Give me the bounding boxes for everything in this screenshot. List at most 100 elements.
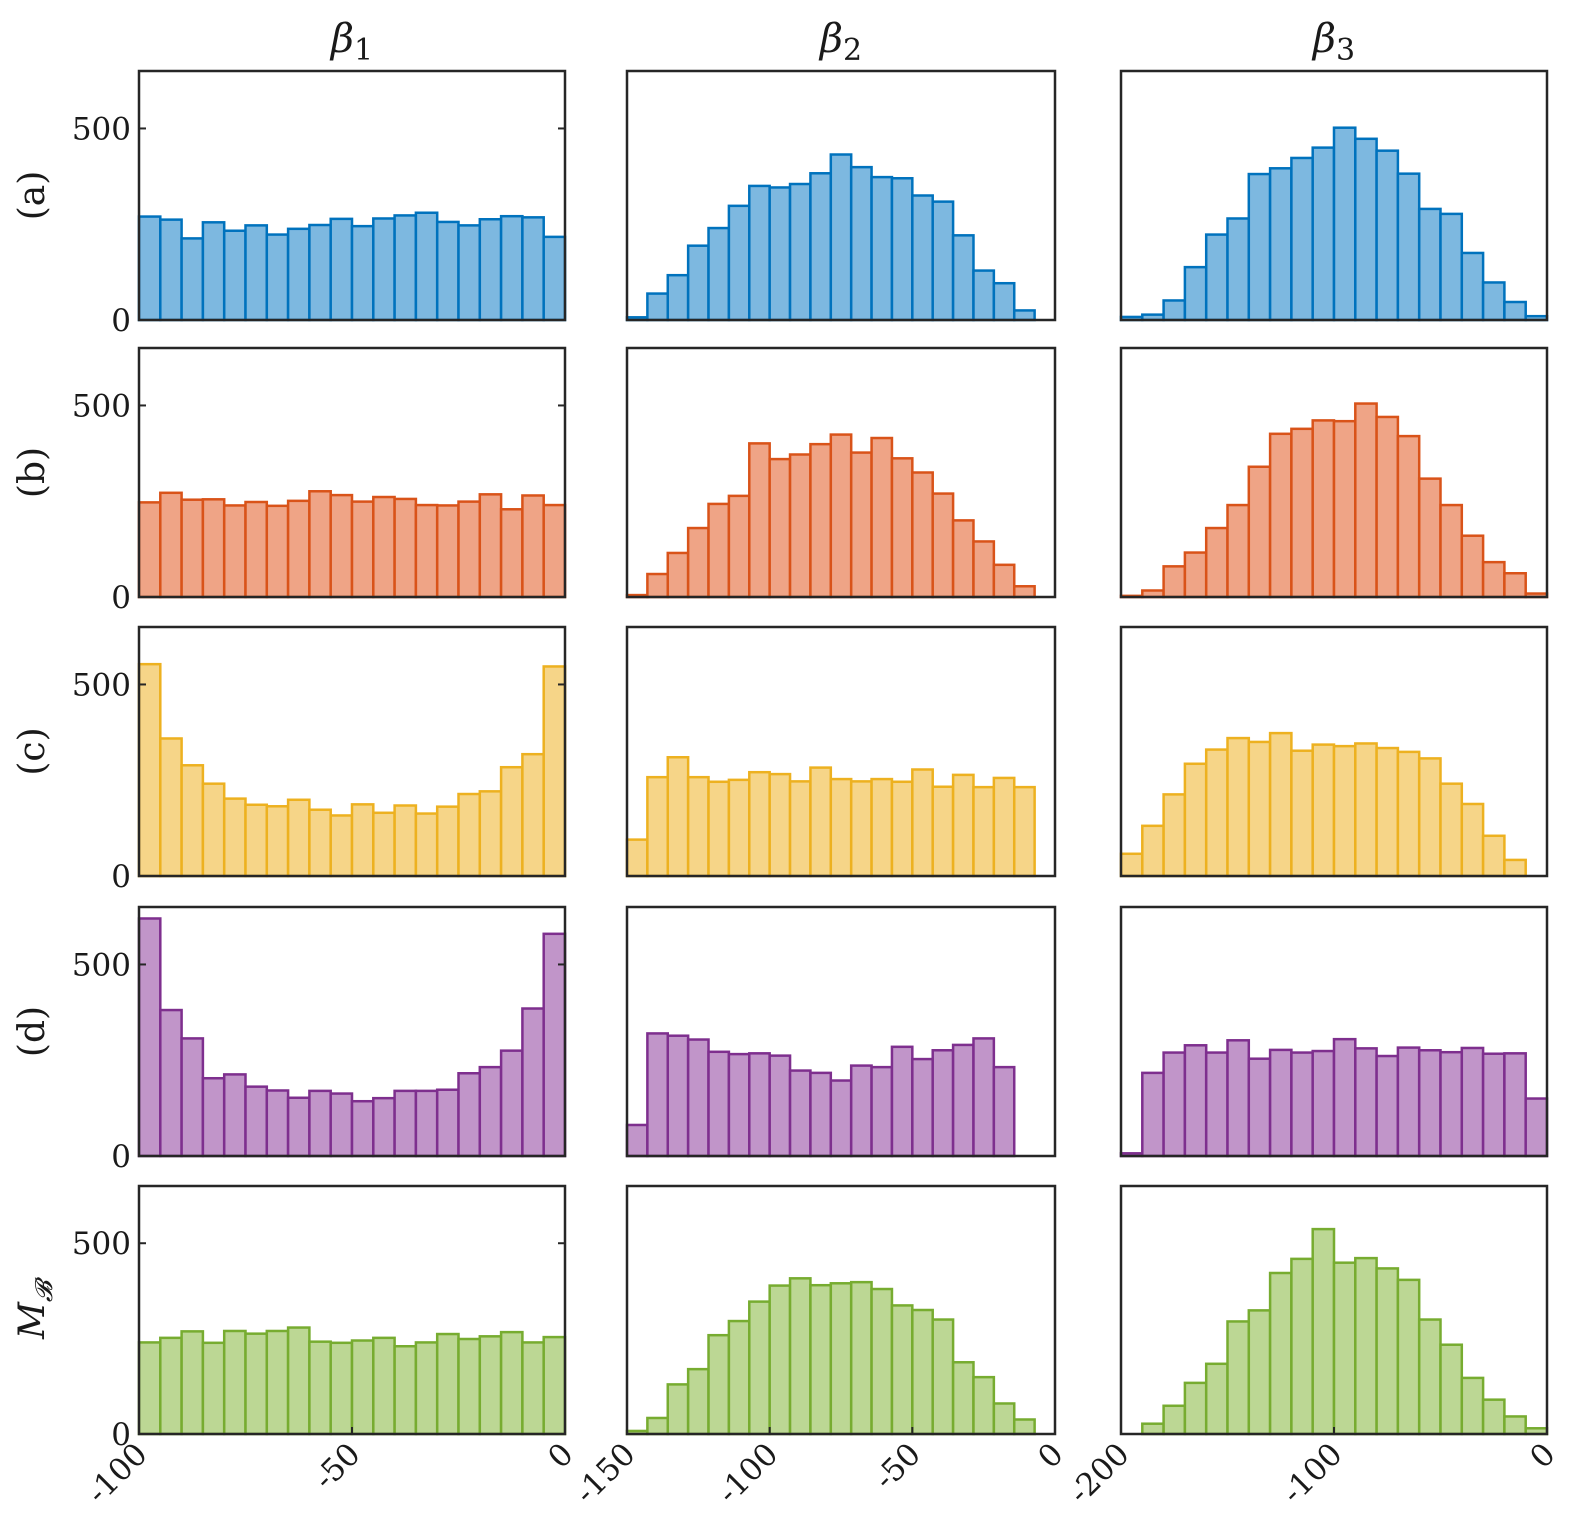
xtick-label: -50	[307, 1436, 368, 1497]
bar-b-beta1-9	[329, 493, 354, 599]
axes-frame	[137, 346, 567, 599]
bar-c-beta3-2	[1162, 793, 1187, 878]
bar-d-beta2-16	[951, 1043, 975, 1158]
bar-a-beta2-10	[829, 153, 853, 322]
bar-d-beta3-15	[1439, 1050, 1464, 1158]
bar-a-beta1-17	[499, 214, 524, 322]
bar-d-beta2-7	[768, 1054, 792, 1158]
axes-frame	[625, 346, 1057, 599]
bar-MB-beta2-1	[646, 1416, 670, 1436]
bar-d-beta1-5	[244, 1085, 269, 1158]
bar-d-beta1-0	[137, 917, 162, 1158]
bar-c-beta1-7	[286, 798, 311, 878]
bar-d-beta3-4	[1204, 1051, 1229, 1158]
bar-d-beta3-6	[1247, 1057, 1272, 1158]
bar-MB-beta1-6	[265, 1329, 290, 1436]
bar-c-beta3-8	[1290, 749, 1314, 878]
bar-b-beta2-10	[829, 433, 853, 599]
bar-b-beta3-12	[1375, 415, 1400, 599]
bar-MB-beta1-12	[393, 1345, 418, 1436]
bar-d-beta1-6	[265, 1089, 290, 1158]
bar-a-beta2-7	[768, 186, 792, 322]
bar-a-beta1-15	[457, 224, 482, 322]
bar-a-beta2-4	[707, 226, 731, 322]
bar-c-beta1-8	[308, 808, 332, 878]
xtick-label: -50	[867, 1436, 928, 1497]
bar-a-beta2-13	[890, 177, 914, 322]
bar-a-beta3-3	[1183, 265, 1208, 322]
bar-MB-beta2-16	[951, 1361, 975, 1436]
ytick-label: 500	[72, 667, 131, 703]
bar-MB-beta3-12	[1375, 1267, 1400, 1436]
bar-a-beta2-16	[951, 234, 975, 322]
bar-a-beta3-6	[1247, 172, 1272, 322]
bar-c-beta1-16	[478, 790, 503, 878]
bar-a-beta1-7	[286, 227, 311, 322]
bar-b-beta2-14	[911, 471, 934, 599]
bar-b-beta2-18	[992, 563, 1016, 599]
bar-d-beta1-15	[457, 1072, 482, 1158]
bar-MB-beta2-5	[727, 1319, 751, 1436]
bar-b-beta3-5	[1226, 503, 1251, 599]
bar-b-beta1-3	[201, 498, 226, 599]
panel-b-beta1: 0 500	[72, 346, 567, 616]
bar-a-beta1-13	[414, 211, 439, 322]
bar-MB-beta1-16	[478, 1335, 503, 1436]
bar-MB-beta2-6	[748, 1300, 771, 1436]
bar-MB-beta2-7	[768, 1284, 792, 1436]
panel-a-beta2	[625, 69, 1057, 322]
bar-MB-beta2-9	[809, 1283, 833, 1436]
bar-c-beta2-3	[686, 775, 710, 878]
bar-d-beta2-4	[707, 1050, 731, 1158]
bar-c-beta2-13	[890, 780, 914, 878]
xtick-label: -100	[1275, 1436, 1350, 1511]
bar-c-beta3-5	[1226, 736, 1251, 878]
bar-MB-beta2-18	[992, 1402, 1016, 1436]
bar-a-beta1-5	[244, 224, 269, 322]
bar-c-beta2-11	[849, 780, 873, 878]
bar-b-beta1-13	[414, 503, 439, 599]
bar-MB-beta1-2	[180, 1330, 205, 1436]
bar-d-beta3-12	[1375, 1054, 1400, 1158]
axes-frame	[625, 905, 1057, 1158]
bar-MB-beta2-4	[707, 1333, 731, 1436]
bar-MB-beta3-16	[1460, 1376, 1485, 1436]
bar-MB-beta2-8	[788, 1277, 812, 1436]
xtick-label: -100	[711, 1436, 786, 1511]
bar-d-beta2-12	[870, 1065, 894, 1158]
panel-d-beta2	[625, 905, 1057, 1158]
bar-c-beta1-3	[201, 782, 226, 878]
bar-c-beta2-12	[870, 777, 894, 878]
bar-c-beta3-4	[1204, 748, 1229, 878]
bar-a-beta3-2	[1162, 299, 1187, 322]
ytick-label: 0	[111, 1417, 131, 1453]
ytick-label: 0	[111, 580, 131, 616]
bar-b-beta1-1	[159, 491, 183, 599]
bar-a-beta1-6	[265, 233, 290, 322]
panel-a-beta1: 0 500	[72, 69, 567, 339]
bar-a-beta2-3	[686, 244, 710, 322]
bar-MB-beta2-2	[666, 1383, 690, 1436]
bar-MB-beta3-6	[1247, 1309, 1272, 1436]
bar-d-beta3-2	[1162, 1051, 1187, 1158]
bar-d-beta2-15	[931, 1049, 955, 1158]
bar-c-beta2-8	[788, 780, 812, 878]
bar-a-beta1-0	[137, 215, 162, 322]
bar-d-beta1-17	[499, 1049, 524, 1158]
bar-c-beta2-6	[748, 770, 771, 878]
bar-b-beta2-19	[1012, 585, 1036, 599]
bar-d-beta2-13	[890, 1045, 914, 1158]
bar-b-beta3-6	[1247, 465, 1272, 599]
bar-a-beta3-11	[1354, 137, 1378, 322]
bar-b-beta2-11	[849, 451, 873, 599]
bar-c-beta1-0	[137, 662, 162, 878]
bar-d-beta2-2	[666, 1034, 690, 1158]
bar-d-beta1-4	[222, 1073, 247, 1158]
bar-a-beta2-14	[911, 194, 934, 322]
bar-a-beta3-10	[1332, 126, 1357, 322]
bar-b-beta1-15	[457, 500, 482, 599]
bar-c-beta1-18	[521, 752, 545, 878]
bar-c-beta1-2	[180, 764, 205, 878]
bar-d-beta3-3	[1183, 1044, 1208, 1158]
axes-frame	[1119, 69, 1549, 322]
